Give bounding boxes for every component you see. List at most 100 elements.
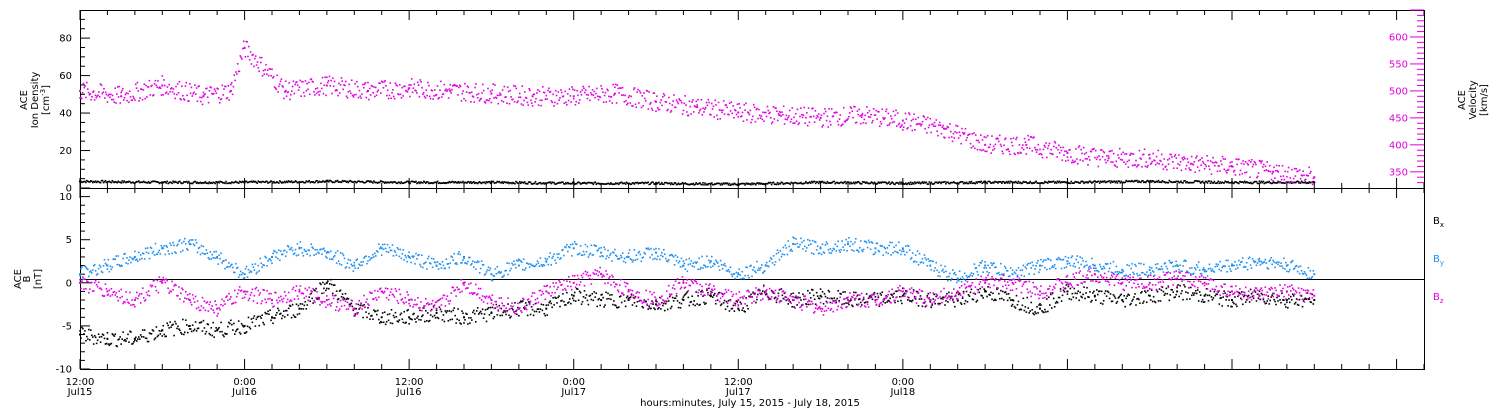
ion-density-point: [365, 181, 367, 183]
bx-point: [982, 297, 984, 299]
ion-density-point: [871, 181, 874, 184]
velocity-point: [363, 83, 366, 86]
bx-point: [987, 286, 989, 288]
ion-density-point: [445, 182, 448, 185]
ion-density-point: [239, 181, 242, 183]
velocity-point: [1040, 152, 1042, 155]
ion-density-point: [1007, 180, 1010, 183]
bx-point: [577, 299, 580, 302]
bx-point: [825, 300, 828, 303]
velocity-point: [1115, 160, 1118, 163]
bx-point: [653, 307, 655, 309]
velocity-point: [783, 123, 786, 125]
ion-density-point: [559, 182, 561, 184]
bx-point: [136, 340, 138, 342]
bx-point: [608, 297, 610, 300]
bx-point: [1140, 292, 1142, 294]
by-point: [380, 247, 383, 250]
bx-point: [1215, 293, 1218, 295]
bx-point: [373, 309, 375, 311]
by-point: [516, 259, 518, 262]
velocity-point: [499, 92, 501, 95]
velocity-point: [770, 116, 772, 119]
velocity-point: [778, 114, 781, 117]
by-point: [413, 255, 415, 258]
by-point: [155, 253, 158, 256]
by-point: [434, 261, 437, 264]
bx-point: [926, 294, 929, 297]
velocity-point: [152, 94, 154, 97]
velocity-point: [663, 94, 666, 97]
bx-point: [135, 336, 137, 339]
ion-density-point: [614, 183, 616, 186]
bx-point: [175, 322, 177, 325]
velocity-point: [1112, 152, 1115, 155]
by-point: [423, 262, 425, 265]
velocity-point: [1015, 138, 1017, 141]
ion-density-point: [151, 180, 154, 183]
velocity-point: [854, 106, 856, 108]
bx-point: [581, 300, 584, 303]
ion-density-point: [524, 182, 527, 185]
bx-point: [1002, 299, 1005, 301]
by-point: [266, 265, 268, 267]
ion-density-point: [966, 182, 969, 185]
velocity-point: [973, 132, 975, 134]
bx-point: [198, 321, 201, 324]
velocity-point: [191, 95, 194, 97]
ion-density-point: [1169, 180, 1172, 183]
ion-density-point: [613, 183, 615, 185]
bx-point: [999, 297, 1001, 300]
ion-density-point: [266, 180, 268, 183]
velocity-point: [986, 134, 989, 137]
velocity-point: [546, 98, 548, 100]
by-point: [984, 264, 987, 267]
velocity-point: [1022, 148, 1025, 151]
ion-density-point: [525, 182, 528, 185]
by-point: [617, 258, 620, 260]
ion-density-point: [928, 181, 931, 183]
velocity-point: [1281, 164, 1284, 167]
ion-density-point: [1086, 181, 1088, 183]
velocity-point: [392, 89, 394, 91]
by-point: [568, 246, 570, 248]
ion-density-point: [818, 180, 821, 183]
velocity-point: [303, 95, 306, 97]
bx-point: [87, 338, 89, 340]
by-point: [388, 246, 391, 249]
ion-density-point: [186, 182, 189, 184]
ion-density-point: [633, 183, 636, 185]
by-point: [654, 257, 656, 260]
by-point: [513, 260, 515, 262]
bx-point: [1136, 298, 1138, 300]
ion-density-point: [986, 182, 988, 185]
ion-density-point: [1116, 182, 1119, 184]
bx-point: [790, 293, 792, 295]
ion-density-point: [123, 180, 125, 182]
bx-point: [879, 292, 882, 295]
velocity-point: [1246, 162, 1249, 165]
by-point: [371, 256, 373, 259]
velocity-point: [1088, 155, 1090, 158]
ion-density-point: [204, 180, 207, 183]
velocity-point: [306, 82, 308, 85]
velocity-point: [520, 103, 523, 105]
ion-density-point: [1240, 181, 1242, 183]
velocity-point: [971, 133, 974, 135]
velocity-point: [914, 129, 916, 131]
ion-density-point: [1176, 180, 1178, 183]
by-point: [289, 248, 292, 250]
velocity-point: [809, 116, 812, 118]
velocity-point: [628, 95, 631, 97]
ion-density-point: [241, 180, 244, 183]
bx-point: [1116, 300, 1119, 303]
ion-density-point: [444, 181, 447, 184]
bx-point: [367, 306, 369, 309]
bx-point: [1298, 298, 1301, 301]
by-point: [127, 262, 129, 265]
by-point: [599, 255, 601, 258]
velocity-point: [1026, 146, 1028, 149]
velocity-point: [1180, 169, 1183, 172]
velocity-point: [894, 114, 896, 117]
velocity-point: [643, 92, 645, 94]
